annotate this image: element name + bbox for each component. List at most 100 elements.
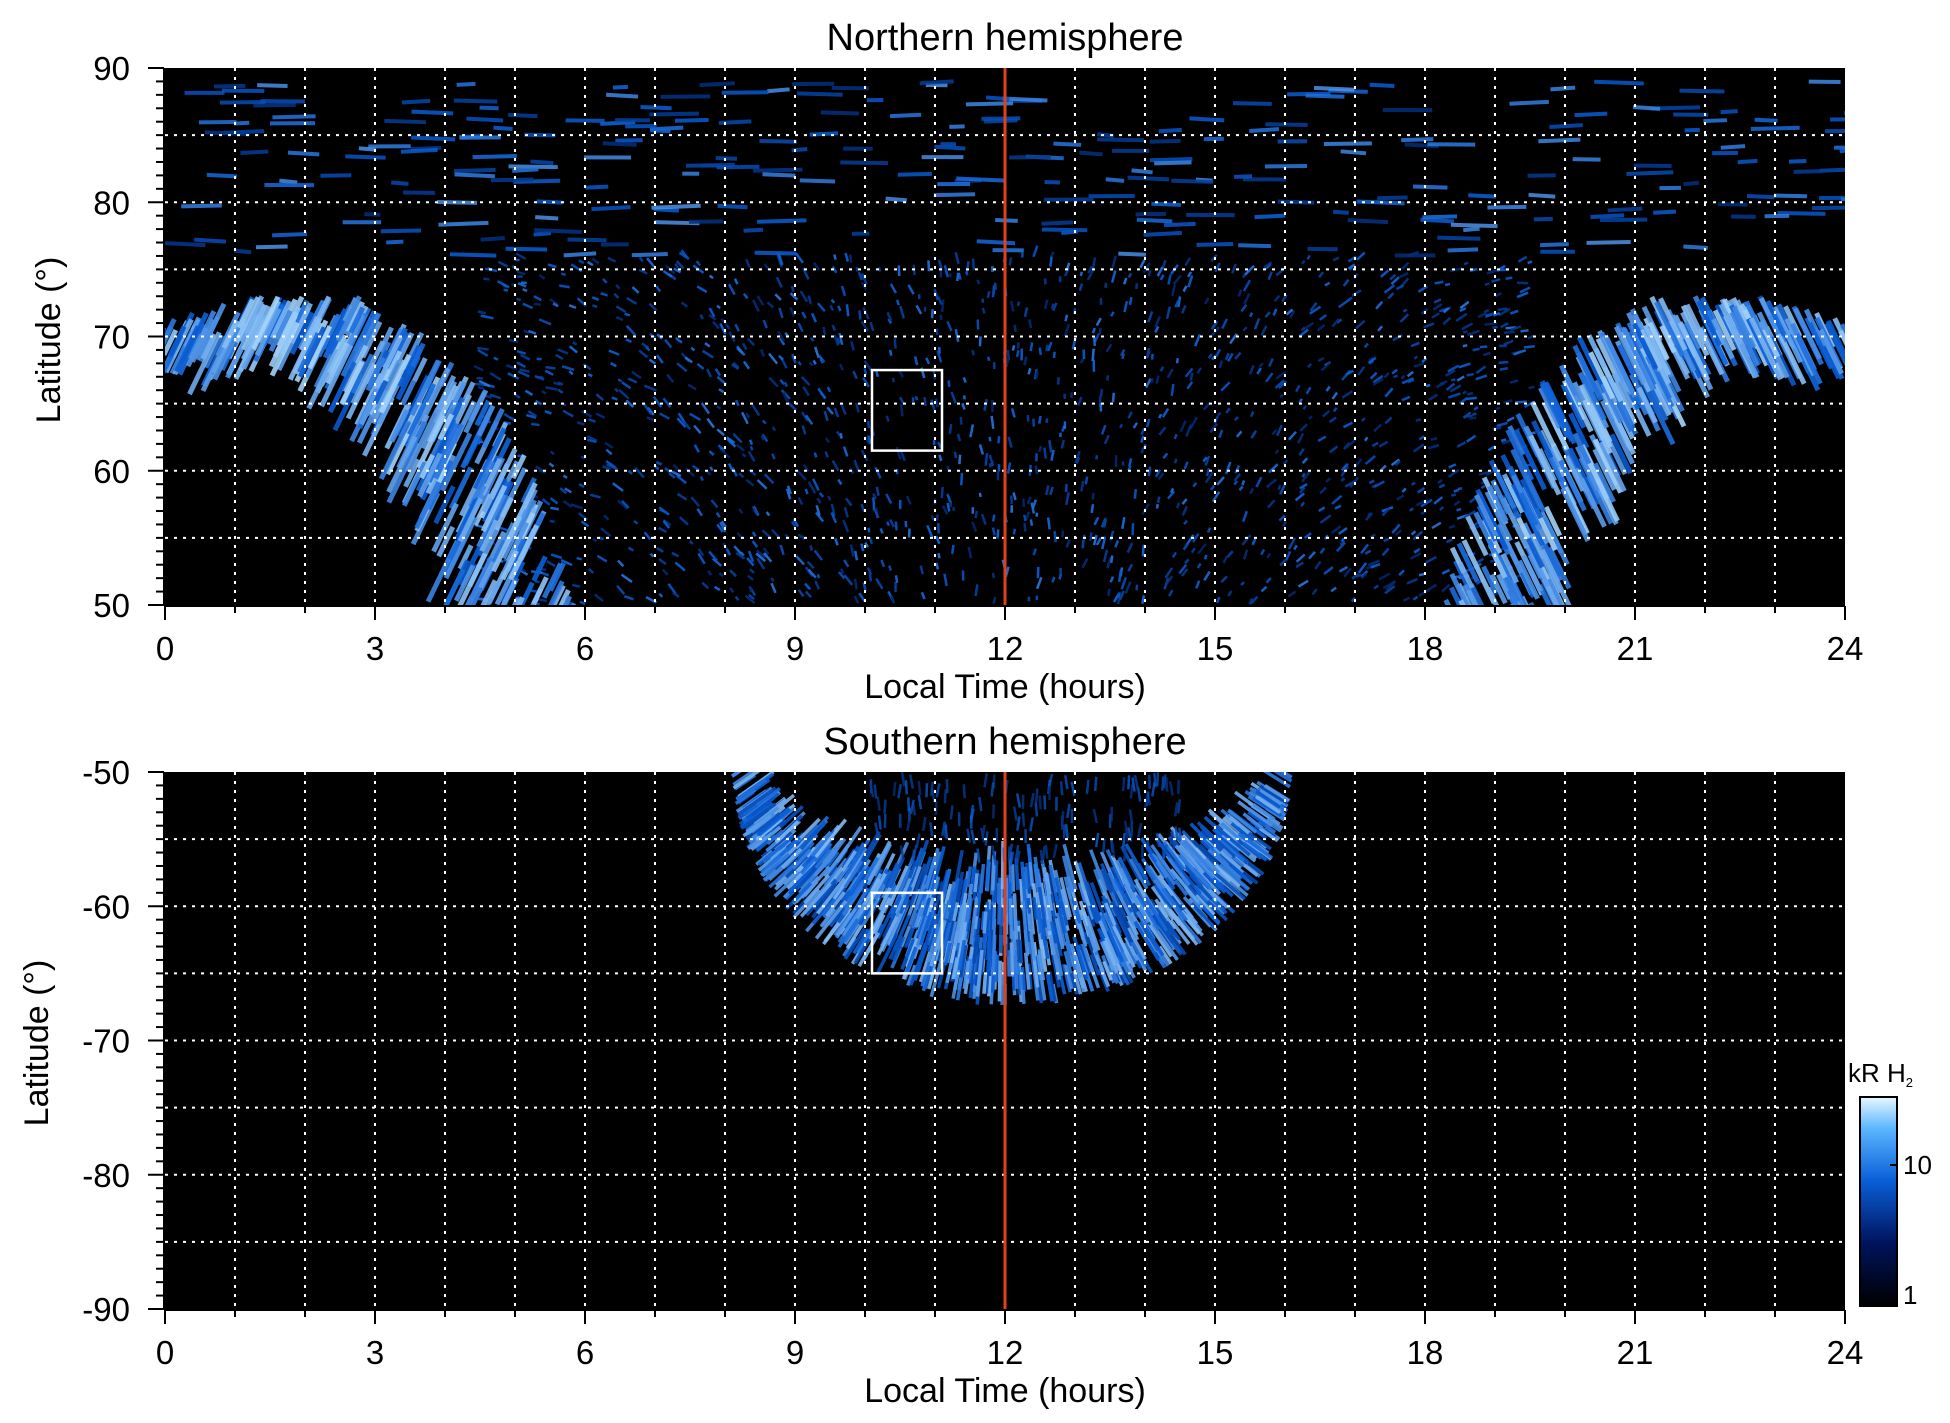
emission-speck: [623, 594, 634, 601]
emission-speck: [1431, 521, 1442, 530]
emission-speck: [1351, 289, 1362, 297]
southern-oval-streak: [852, 928, 870, 955]
main-oval-streak: [1744, 300, 1779, 365]
emission-speck: [1047, 341, 1053, 352]
southern-oval-streak: [1053, 943, 1064, 977]
main-oval-streak: [1711, 318, 1735, 360]
emission-speck: [559, 487, 568, 495]
main-oval-streak: [1449, 586, 1463, 605]
y-tick-label: 70: [93, 319, 130, 356]
emission-speck: [612, 482, 624, 492]
emission-speck: [801, 425, 807, 435]
emission-speck: [1048, 440, 1053, 453]
emission-speck: [1268, 358, 1274, 368]
main-oval-streak: [1576, 335, 1609, 394]
emission-speck: [1133, 488, 1138, 499]
southern-oval-streak: [922, 916, 936, 952]
emission-speck: [687, 383, 697, 391]
emission-speck: [762, 547, 770, 556]
southern-inner-streak: [909, 799, 915, 815]
emission-speck: [1258, 362, 1264, 368]
main-oval-streak: [268, 309, 293, 353]
emission-speck: [804, 582, 812, 591]
emission-speck: [794, 252, 804, 264]
emission-speck: [1357, 562, 1368, 574]
emission-speck: [967, 546, 973, 559]
emission-speck: [720, 317, 728, 325]
emission-speck: [776, 254, 783, 268]
polar-arc-streak: [1777, 211, 1826, 216]
emission-speck: [831, 265, 838, 274]
emission-speck: [1027, 367, 1032, 375]
southern-inner-streak: [900, 772, 906, 787]
emission-speck: [476, 376, 484, 380]
emission-speck: [1345, 369, 1354, 376]
emission-speck: [795, 555, 806, 566]
southern-oval-streak: [986, 975, 992, 997]
emission-speck: [1099, 388, 1104, 398]
emission-speck: [552, 302, 559, 308]
emission-speck: [1106, 375, 1110, 381]
southern-oval-streak: [1039, 939, 1048, 973]
emission-speck: [761, 433, 769, 443]
emission-speck: [946, 493, 953, 504]
emission-speck: [1412, 595, 1419, 601]
emission-speck: [714, 368, 722, 377]
southern-oval-streak: [1053, 925, 1063, 957]
northern-region-box: [870, 368, 944, 452]
emission-speck: [1301, 472, 1306, 478]
emission-speck: [943, 265, 950, 278]
emission-speck: [568, 345, 578, 354]
emission-speck: [971, 521, 978, 533]
southern-oval-streak: [1054, 877, 1066, 916]
emission-speck: [1495, 406, 1501, 411]
emission-speck: [516, 361, 526, 368]
emission-speck: [1394, 460, 1401, 467]
emission-speck: [604, 441, 614, 449]
main-oval-streak: [1521, 554, 1544, 593]
polar-arc-streak: [1041, 220, 1074, 226]
emission-speck: [1372, 374, 1384, 384]
emission-speck: [1453, 500, 1461, 507]
emission-speck: [991, 527, 996, 536]
southern-oval-streak: [947, 890, 956, 912]
emission-speck: [860, 503, 866, 513]
emission-speck: [1187, 275, 1194, 288]
emission-speck: [1235, 430, 1243, 438]
emission-speck: [547, 263, 557, 269]
emission-speck: [1167, 274, 1172, 285]
emission-speck: [538, 318, 552, 326]
emission-speck: [1462, 344, 1468, 348]
southern-oval-streak: [899, 925, 912, 948]
emission-speck: [1289, 309, 1296, 319]
emission-speck: [1465, 434, 1477, 443]
emission-speck: [1319, 514, 1332, 524]
emission-speck: [879, 528, 884, 534]
polar-arc-streak: [1718, 202, 1748, 207]
southern-oval-streak: [1076, 920, 1088, 948]
southern-oval-streak: [1266, 816, 1284, 830]
main-oval-streak: [1481, 565, 1499, 594]
polar-arc-streak: [386, 239, 404, 245]
emission-speck: [602, 465, 611, 471]
emission-speck: [938, 454, 943, 462]
main-oval-streak: [269, 321, 300, 377]
emission-speck: [755, 552, 767, 563]
emission-speck: [763, 263, 770, 271]
polar-arc-streak: [759, 138, 798, 144]
main-oval-streak: [478, 560, 496, 589]
emission-speck: [742, 292, 749, 300]
emission-speck: [1399, 313, 1410, 323]
polar-arc-streak: [1232, 101, 1272, 106]
polar-arc-streak: [1468, 193, 1497, 199]
main-oval-streak: [491, 515, 523, 573]
main-oval-streak: [1803, 308, 1827, 348]
emission-speck: [517, 282, 527, 288]
emission-speck: [617, 378, 623, 383]
main-oval-streak: [340, 337, 364, 378]
emission-speck: [962, 376, 967, 383]
emission-speck: [489, 371, 502, 381]
emission-speck: [770, 582, 777, 594]
polar-arc-streak: [1347, 218, 1389, 225]
emission-speck: [1128, 296, 1133, 306]
